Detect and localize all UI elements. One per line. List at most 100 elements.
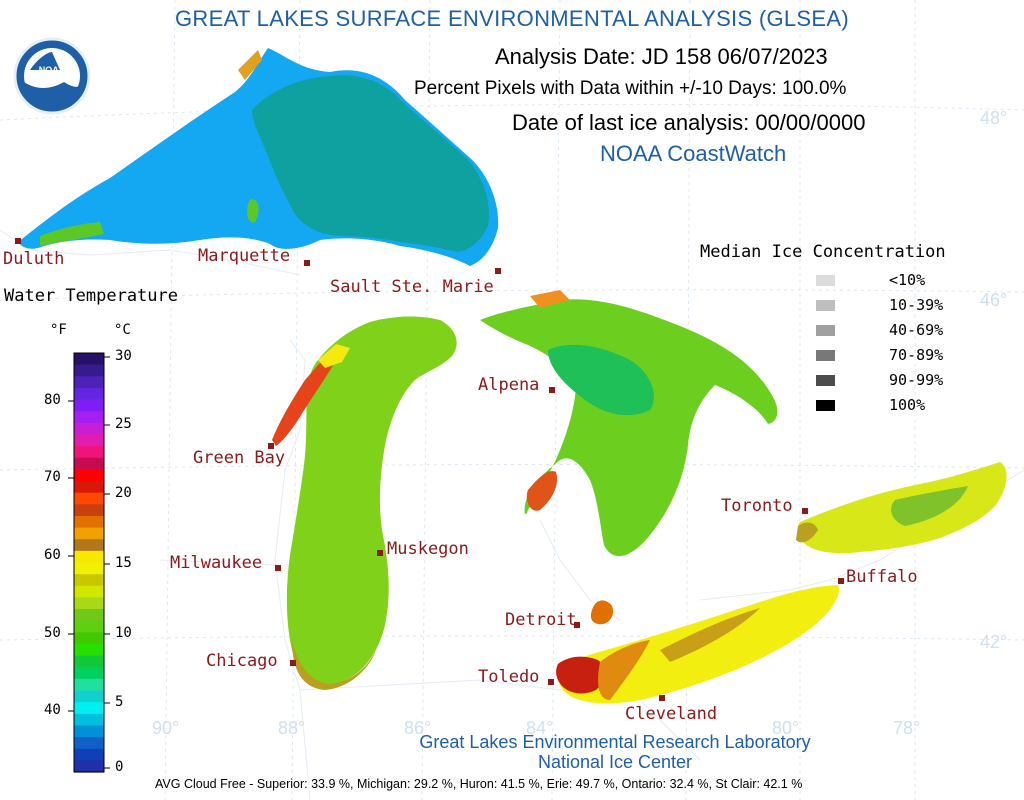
colorbar-swatch: [74, 411, 104, 424]
city-marker-toledo: [548, 679, 554, 685]
colorbar-swatch: [74, 515, 104, 529]
city-label-detroit: Detroit: [505, 610, 577, 630]
f-tick-70: 70: [44, 469, 61, 485]
colorbar-swatch: [74, 620, 104, 633]
ice-swatch-10-39: [816, 300, 835, 311]
colorbar-swatch: [74, 748, 104, 761]
colorbar-swatch: [74, 667, 104, 680]
colorbar-swatch: [74, 527, 104, 540]
city-label-marquette: Marquette: [198, 246, 291, 266]
glerl-credit: Great Lakes Environmental Research Labor…: [419, 732, 811, 752]
lon-label-88: 88°: [278, 718, 306, 738]
colorbar-swatch: [74, 364, 104, 377]
analysis-date: Analysis Date: JD 158 06/07/2023: [495, 44, 828, 69]
city-marker-muskegon: [377, 550, 383, 556]
ice-label-100: 100%: [889, 396, 926, 414]
colorbar-swatch: [74, 446, 104, 459]
city-label-green-bay: Green Bay: [193, 448, 286, 468]
noaa-logo: NOAA: [13, 37, 91, 115]
colorbar-swatch: [74, 574, 104, 587]
city-marker-milwaukee: [275, 565, 281, 571]
city-label-toronto: Toronto: [721, 496, 793, 516]
colorbar-swatch: [74, 678, 104, 692]
ice-swatch-lt10: [816, 275, 835, 286]
colorbar-swatch: [74, 504, 104, 517]
c-tick-25: 25: [115, 416, 132, 432]
colorbar-swatch: [74, 481, 104, 494]
lat-label-48: 48°: [980, 108, 1008, 128]
c-tick-15: 15: [115, 555, 132, 571]
ice-label-90-99: 90-99%: [889, 371, 944, 389]
fahrenheit-unit: °F: [50, 322, 67, 338]
lat-label-46: 46°: [980, 290, 1008, 310]
colorbar-swatch: [74, 609, 104, 622]
c-tick-30: 30: [115, 348, 132, 364]
colorbar-swatch: [74, 399, 104, 412]
city-label-duluth: Duluth: [3, 249, 65, 269]
lake-ontario: [796, 462, 1007, 554]
nic-credit: National Ice Center: [537, 752, 693, 772]
city-marker-buffalo: [838, 578, 844, 584]
colorbar-swatch: [74, 376, 104, 389]
colorbar-ticks: [68, 356, 110, 769]
city-label-chicago: Chicago: [206, 651, 278, 671]
colorbar-swatch: [74, 713, 104, 727]
city-marker-duluth: [15, 238, 21, 244]
ice-label-lt10: <10%: [889, 271, 926, 289]
lon-label-80: 80°: [772, 718, 800, 738]
city-marker-toronto: [802, 508, 808, 514]
c-tick-5: 5: [115, 694, 124, 710]
colorbar-swatch: [74, 562, 104, 575]
f-tick-40: 40: [44, 702, 61, 718]
city-marker-alpena: [549, 387, 555, 393]
c-tick-10: 10: [115, 625, 132, 641]
lake-michigan: [272, 316, 457, 690]
ice-swatch-70-89: [816, 350, 835, 361]
city-marker-detroit: [574, 622, 580, 628]
noaa-logo-text: NOAA: [39, 65, 66, 75]
water-temperature-colorbar: [74, 353, 104, 773]
ice-label-40-69: 40-69%: [889, 321, 944, 339]
colorbar-swatch: [74, 643, 104, 657]
lake-huron: [480, 290, 778, 557]
colorbar-swatch: [74, 690, 104, 703]
f-tick-80: 80: [44, 392, 61, 408]
last-ice-analysis-date: Date of last ice analysis: 00/00/0000: [512, 110, 866, 135]
lake-erie: [556, 585, 839, 704]
coastwatch-label: NOAA CoastWatch: [600, 141, 787, 166]
ice-swatch-40-69: [816, 325, 835, 336]
colorbar-swatch: [74, 387, 104, 401]
water-temperature-title: Water Temperature: [4, 286, 178, 306]
city-label-milwaukee: Milwaukee: [170, 553, 263, 573]
colorbar-swatch: [74, 353, 104, 366]
colorbar-swatch: [74, 737, 104, 750]
ice-swatch-90-99: [816, 375, 835, 386]
ice-legend-title: Median Ice Concentration: [700, 242, 946, 262]
lake-superior: [18, 48, 499, 266]
colorbar-swatch: [74, 469, 104, 482]
lake-st-clair: [590, 600, 614, 625]
ice-swatch-100: [816, 400, 835, 411]
lon-label-90: 90°: [152, 718, 180, 738]
city-label-toledo: Toledo: [478, 667, 540, 687]
colorbar-swatch: [74, 702, 104, 715]
city-marker-green-bay: [268, 443, 274, 449]
lat-label-42: 42°: [980, 632, 1008, 652]
lon-label-78: 78°: [893, 718, 921, 738]
cloud-free-stats: AVG Cloud Free - Superior: 33.9 %, Michi…: [155, 777, 803, 791]
celsius-unit: °C: [114, 322, 131, 338]
lon-label-84: 84°: [526, 718, 554, 738]
ice-label-70-89: 70-89%: [889, 346, 944, 364]
city-markers: [15, 238, 844, 701]
c-tick-20: 20: [115, 485, 132, 501]
city-label-muskegon: Muskegon: [387, 539, 469, 559]
colorbar-swatch: [74, 434, 104, 447]
map-title: GREAT LAKES SURFACE ENVIRONMENTAL ANALYS…: [175, 6, 849, 31]
city-marker-sault-ste-marie: [495, 268, 501, 274]
colorbar-swatch: [74, 422, 104, 436]
city-label-buffalo: Buffalo: [846, 567, 918, 587]
percent-pixels-text: Percent Pixels with Data within +/-10 Da…: [414, 78, 847, 99]
colorbar-swatch: [74, 632, 104, 645]
colorbar-swatch: [74, 655, 104, 668]
